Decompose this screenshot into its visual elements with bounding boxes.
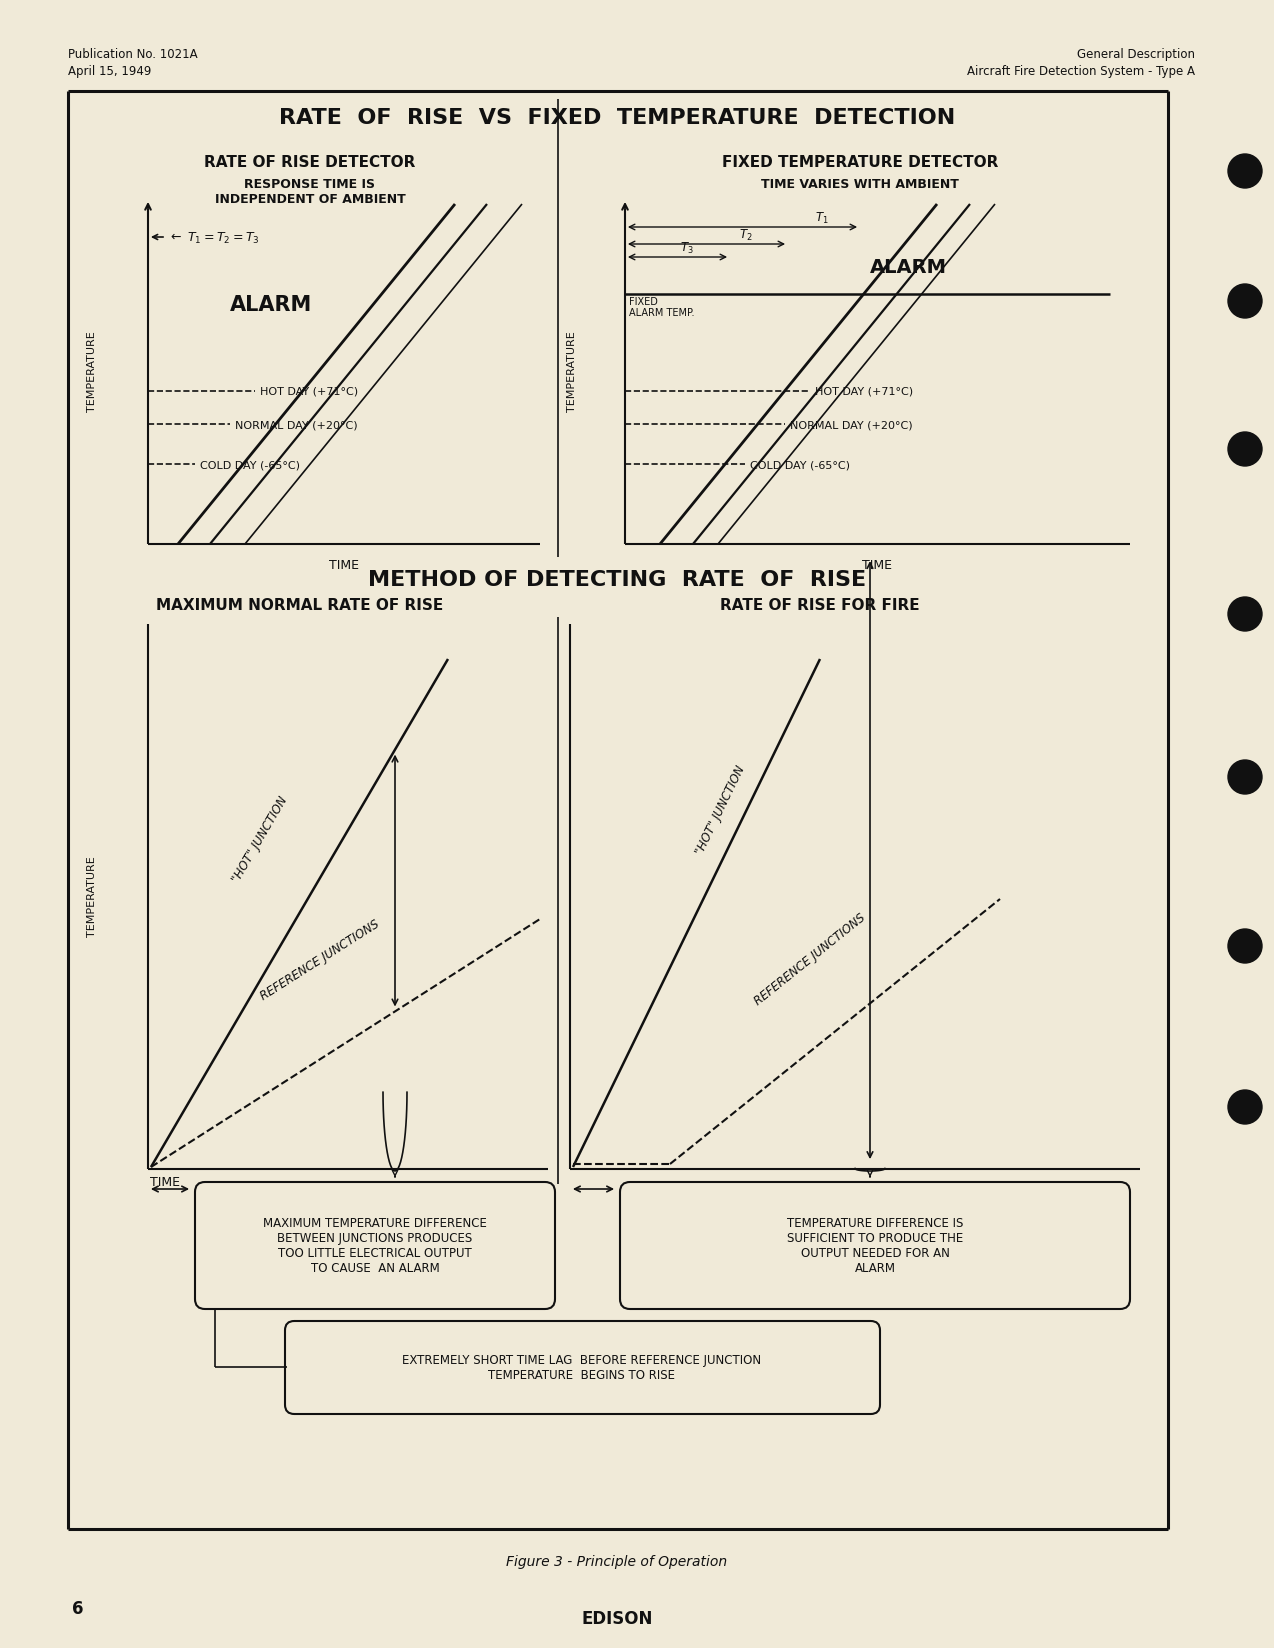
Text: $T_2$: $T_2$ <box>739 227 753 242</box>
Text: April 15, 1949: April 15, 1949 <box>68 64 152 77</box>
Circle shape <box>1228 929 1263 964</box>
Text: TEMPERATURE: TEMPERATURE <box>87 331 97 412</box>
Text: Figure 3 - Principle of Operation: Figure 3 - Principle of Operation <box>507 1554 727 1567</box>
Text: NORMAL DAY (+20°C): NORMAL DAY (+20°C) <box>790 420 912 430</box>
Text: $\leftarrow$ $T_1=T_2=T_3$: $\leftarrow$ $T_1=T_2=T_3$ <box>168 231 260 246</box>
Text: Publication No. 1021A: Publication No. 1021A <box>68 48 197 61</box>
Text: HOT DAY (+71°C): HOT DAY (+71°C) <box>815 387 913 397</box>
Text: RATE OF RISE DETECTOR: RATE OF RISE DETECTOR <box>204 155 415 170</box>
Circle shape <box>1228 760 1263 794</box>
Text: $T_3$: $T_3$ <box>680 241 694 255</box>
Text: ALARM: ALARM <box>231 295 312 315</box>
Circle shape <box>1228 285 1263 318</box>
Text: RATE OF RISE FOR FIRE: RATE OF RISE FOR FIRE <box>720 598 920 613</box>
Text: Aircraft Fire Detection System - Type A: Aircraft Fire Detection System - Type A <box>967 64 1195 77</box>
Text: COLD DAY (-65°C): COLD DAY (-65°C) <box>750 460 850 470</box>
Text: EXTREMELY SHORT TIME LAG  BEFORE REFERENCE JUNCTION
TEMPERATURE  BEGINS TO RISE: EXTREMELY SHORT TIME LAG BEFORE REFERENC… <box>403 1353 762 1381</box>
Text: 6: 6 <box>73 1599 84 1617</box>
Circle shape <box>1228 598 1263 631</box>
Text: NORMAL DAY (+20°C): NORMAL DAY (+20°C) <box>234 420 358 430</box>
Text: TEMPERATURE: TEMPERATURE <box>567 331 577 412</box>
Text: General Description: General Description <box>1077 48 1195 61</box>
Text: TIME: TIME <box>150 1175 180 1188</box>
Circle shape <box>1228 1091 1263 1124</box>
Text: ALARM: ALARM <box>870 257 947 277</box>
Text: HOT DAY (+71°C): HOT DAY (+71°C) <box>260 387 358 397</box>
Text: ALARM TEMP.: ALARM TEMP. <box>629 308 694 318</box>
Text: "HOT" JUNCTION: "HOT" JUNCTION <box>693 763 747 857</box>
Text: TIME: TIME <box>329 559 359 572</box>
Text: MAXIMUM TEMPERATURE DIFFERENCE
BETWEEN JUNCTIONS PRODUCES
TOO LITTLE ELECTRICAL : MAXIMUM TEMPERATURE DIFFERENCE BETWEEN J… <box>262 1216 487 1274</box>
Text: $T_1$: $T_1$ <box>815 211 829 226</box>
Text: TEMPERATURE: TEMPERATURE <box>87 855 97 936</box>
Text: TIME VARIES WITH AMBIENT: TIME VARIES WITH AMBIENT <box>761 178 959 191</box>
Text: TIME: TIME <box>862 559 892 572</box>
Text: MAXIMUM NORMAL RATE OF RISE: MAXIMUM NORMAL RATE OF RISE <box>157 598 443 613</box>
Text: TEMPERATURE DIFFERENCE IS
SUFFICIENT TO PRODUCE THE
OUTPUT NEEDED FOR AN
ALARM: TEMPERATURE DIFFERENCE IS SUFFICIENT TO … <box>787 1216 963 1274</box>
Text: REFERENCE JUNCTIONS: REFERENCE JUNCTIONS <box>752 911 868 1009</box>
Text: INDEPENDENT OF AMBIENT: INDEPENDENT OF AMBIENT <box>214 193 405 206</box>
Text: REFERENCE JUNCTIONS: REFERENCE JUNCTIONS <box>259 916 382 1002</box>
Text: FIXED: FIXED <box>629 297 657 307</box>
Text: "HOT" JUNCTION: "HOT" JUNCTION <box>229 794 290 885</box>
Text: FIXED TEMPERATURE DETECTOR: FIXED TEMPERATURE DETECTOR <box>722 155 999 170</box>
Text: COLD DAY (-65°C): COLD DAY (-65°C) <box>200 460 299 470</box>
Circle shape <box>1228 155 1263 190</box>
Text: METHOD OF DETECTING  RATE  OF  RISE: METHOD OF DETECTING RATE OF RISE <box>368 570 866 590</box>
Circle shape <box>1228 433 1263 466</box>
Text: RESPONSE TIME IS: RESPONSE TIME IS <box>245 178 376 191</box>
Text: RATE  OF  RISE  VS  FIXED  TEMPERATURE  DETECTION: RATE OF RISE VS FIXED TEMPERATURE DETECT… <box>279 107 956 129</box>
Text: EDISON: EDISON <box>581 1608 652 1627</box>
